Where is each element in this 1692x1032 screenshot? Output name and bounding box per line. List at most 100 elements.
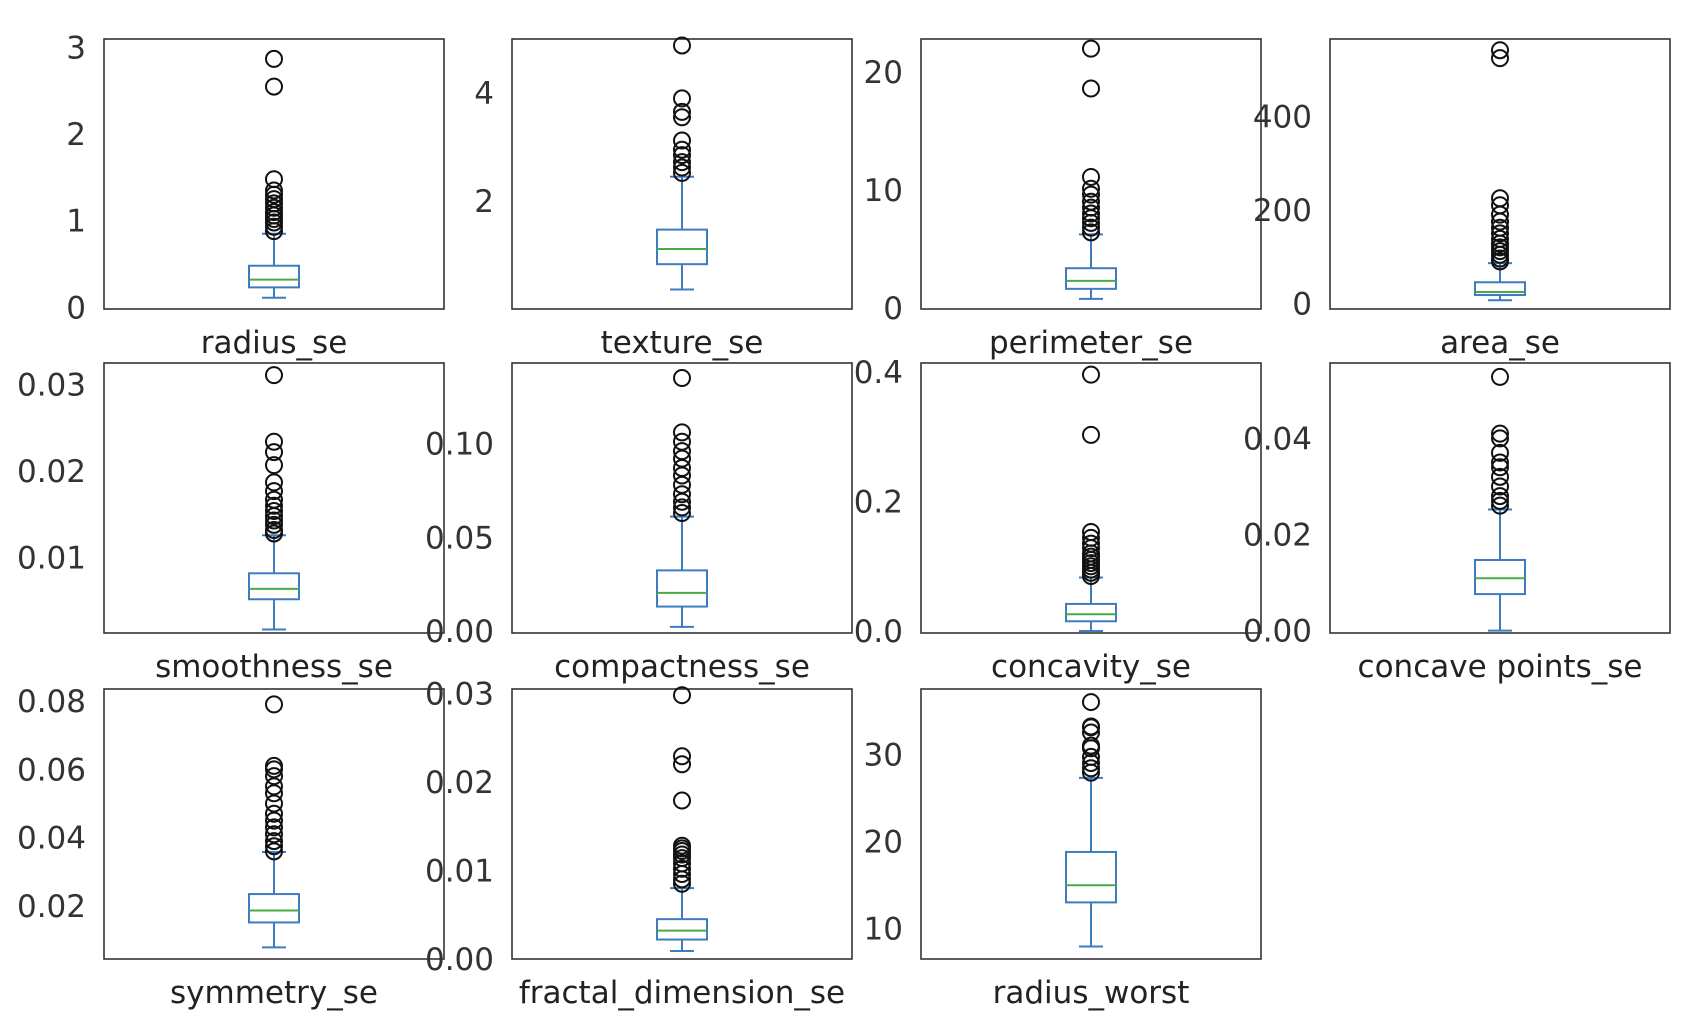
outlier-point bbox=[1491, 218, 1509, 237]
outlier-point bbox=[265, 501, 283, 520]
iqr-box bbox=[1065, 267, 1117, 290]
y-tick-label: 0.02 bbox=[425, 765, 494, 801]
outlier-point bbox=[265, 832, 283, 851]
subplot-concave-points-se: 0.00 0.02 0.04 concave points_se bbox=[1243, 362, 1671, 685]
y-tick-label: 20 bbox=[864, 824, 903, 860]
outlier-point bbox=[265, 217, 283, 236]
outlier-point bbox=[265, 432, 283, 451]
outlier-point bbox=[265, 198, 283, 217]
outlier-point bbox=[265, 521, 283, 540]
outlier-point bbox=[265, 366, 283, 385]
y-tick-label: 4 bbox=[474, 76, 494, 112]
outlier-point bbox=[673, 36, 691, 55]
y-tick-label: 0.08 bbox=[17, 684, 86, 720]
outlier-point bbox=[265, 825, 283, 844]
plot-frame bbox=[103, 38, 445, 310]
y-tick-label: 200 bbox=[1253, 193, 1312, 229]
y-tick-label: 3 bbox=[66, 31, 86, 67]
outlier-point bbox=[673, 89, 691, 108]
outlier-point bbox=[1491, 487, 1509, 506]
x-axis-label: symmetry_se bbox=[170, 975, 378, 1011]
outlier-point bbox=[673, 791, 691, 810]
outlier-point bbox=[673, 369, 691, 387]
outlier-point bbox=[1491, 491, 1509, 510]
subplot-symmetry-se: 0.02 0.04 0.06 0.08 symmetry_se bbox=[17, 684, 445, 1011]
plot-frame bbox=[920, 688, 1262, 960]
outlier-point bbox=[1082, 693, 1100, 712]
y-tick-label: 0.05 bbox=[425, 520, 494, 556]
outlier-point bbox=[1491, 49, 1509, 68]
y-tick-label: 1 bbox=[66, 204, 86, 240]
y-tick-label: 0 bbox=[1292, 286, 1312, 322]
plot-frame bbox=[103, 688, 445, 960]
plot-frame bbox=[103, 362, 445, 634]
y-tick-label: 0.02 bbox=[1243, 518, 1312, 554]
outlier-point bbox=[1491, 196, 1509, 215]
outlier-point bbox=[265, 515, 283, 534]
outlier-point bbox=[673, 153, 691, 172]
outlier-point bbox=[265, 842, 283, 861]
y-tick-label: 0.2 bbox=[854, 485, 903, 521]
outlier-point bbox=[1491, 477, 1509, 496]
outlier-point bbox=[673, 131, 691, 150]
outlier-point bbox=[1491, 467, 1509, 486]
outlier-point bbox=[673, 475, 691, 494]
outlier-point bbox=[673, 432, 691, 451]
outlier-point bbox=[673, 146, 691, 165]
outlier-point bbox=[265, 482, 283, 501]
outlier-point bbox=[265, 767, 283, 786]
outlier-point bbox=[265, 794, 283, 813]
outlier-point bbox=[1082, 192, 1100, 211]
outlier-point bbox=[1082, 167, 1100, 186]
y-tick-label: 0.01 bbox=[17, 541, 86, 577]
y-tick-label: 0.10 bbox=[425, 427, 494, 463]
outlier-point bbox=[1082, 204, 1100, 223]
outlier-point bbox=[265, 473, 283, 492]
outlier-point bbox=[265, 490, 283, 509]
plot-frame bbox=[511, 688, 853, 960]
outlier-point bbox=[673, 859, 691, 878]
x-axis-label: smoothness_se bbox=[155, 649, 393, 685]
outlier-point bbox=[265, 756, 283, 775]
subplot-fractal-dimension-se: 0.00 0.01 0.02 0.03 fractal_dimension_se bbox=[425, 676, 853, 1011]
outlier-point bbox=[265, 777, 283, 796]
x-axis-label: radius_se bbox=[201, 325, 348, 361]
outlier-point bbox=[265, 203, 283, 222]
x-axis-label: texture_se bbox=[601, 325, 764, 361]
plot-frame bbox=[511, 362, 853, 634]
y-tick-label: 0.06 bbox=[17, 752, 86, 788]
iqr-box bbox=[1474, 558, 1526, 596]
outlier-point bbox=[265, 456, 283, 475]
outlier-point bbox=[1082, 736, 1100, 755]
y-tick-label: 0.04 bbox=[1243, 421, 1312, 457]
outlier-point bbox=[1491, 189, 1509, 208]
y-tick-label: 10 bbox=[864, 912, 903, 948]
outlier-point bbox=[673, 423, 691, 442]
outlier-point bbox=[673, 102, 691, 121]
y-tick-label: 0.04 bbox=[17, 821, 86, 857]
outlier-point bbox=[1491, 424, 1509, 443]
outlier-point bbox=[265, 194, 283, 213]
outlier-point bbox=[673, 747, 691, 766]
outlier-point bbox=[1082, 534, 1100, 553]
outlier-point bbox=[1082, 218, 1100, 237]
outlier-point bbox=[1082, 39, 1100, 58]
iqr-box bbox=[1474, 281, 1526, 297]
plot-frame bbox=[1329, 38, 1671, 310]
outlier-point bbox=[265, 181, 283, 200]
outlier-point bbox=[265, 818, 283, 837]
outlier-point bbox=[265, 837, 283, 856]
outlier-point bbox=[1491, 496, 1509, 515]
y-tick-label: 0.03 bbox=[425, 676, 494, 712]
outlier-point bbox=[1082, 723, 1100, 742]
y-tick-label: 0.4 bbox=[854, 355, 903, 391]
outlier-point bbox=[1491, 453, 1509, 472]
iqr-box bbox=[248, 572, 300, 601]
outlier-point bbox=[673, 504, 691, 522]
outlier-point bbox=[265, 496, 283, 515]
outlier-point bbox=[1491, 429, 1509, 448]
y-tick-label: 0.02 bbox=[17, 454, 86, 490]
iqr-box bbox=[656, 569, 708, 608]
outlier-point bbox=[1491, 41, 1509, 60]
x-axis-label: concavity_se bbox=[991, 649, 1191, 685]
